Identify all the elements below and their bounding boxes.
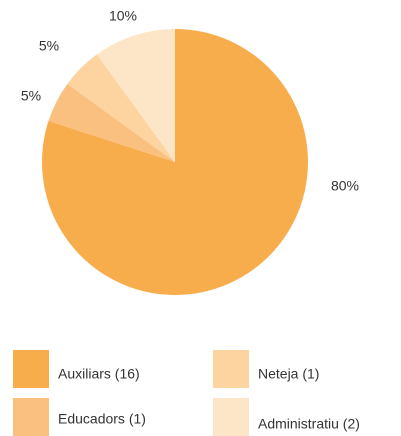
slice-label: 5% <box>39 38 59 54</box>
pie-slice <box>67 54 175 162</box>
legend-label: Administratiu (2) <box>258 416 360 432</box>
pie-slice <box>48 83 175 162</box>
legend-label: Educadors (1) <box>58 411 146 427</box>
legend-label: Auxiliars (16) <box>58 366 140 382</box>
legend-label: Neteja (1) <box>258 366 319 382</box>
slice-label: 10% <box>109 8 137 24</box>
slice-label: 80% <box>331 178 359 194</box>
legend-swatch <box>213 350 249 388</box>
legend-swatch <box>213 398 249 436</box>
slice-label: 5% <box>21 88 41 104</box>
pie-slice <box>96 29 175 162</box>
legend-swatch <box>13 398 49 436</box>
legend-swatch <box>13 350 49 388</box>
